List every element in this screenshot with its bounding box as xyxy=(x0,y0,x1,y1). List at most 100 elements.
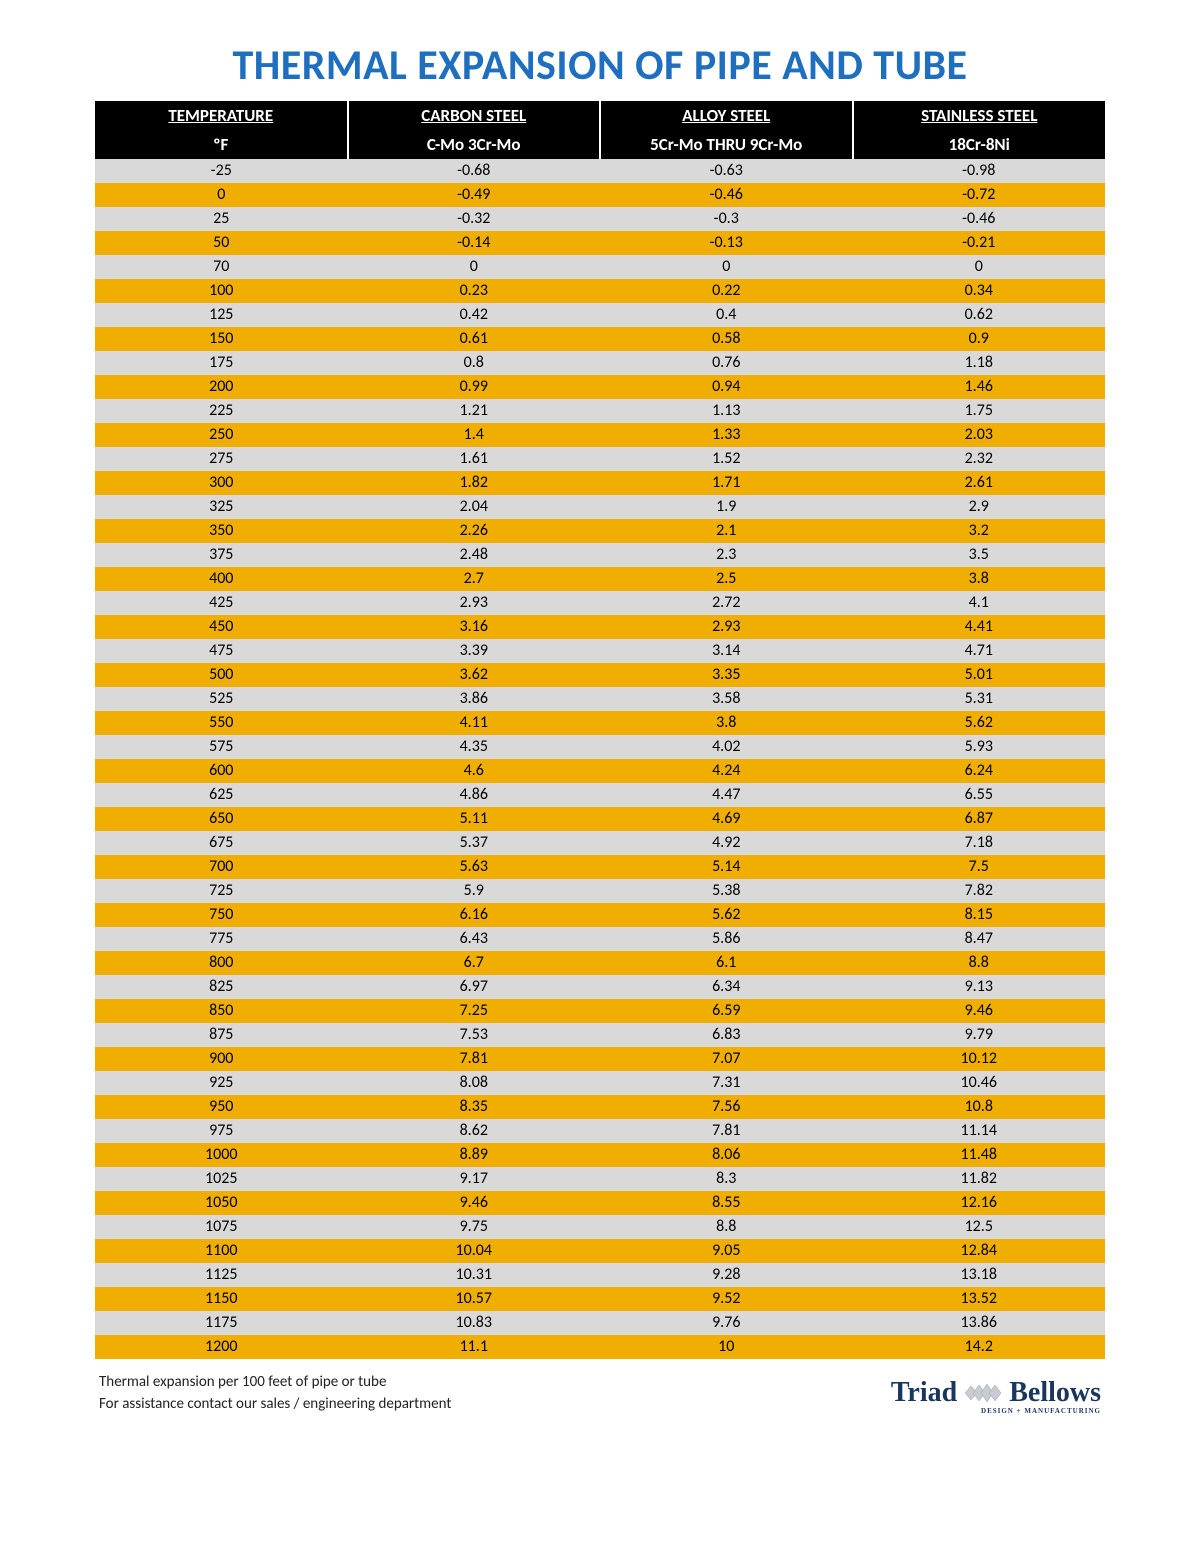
table-cell: 9.52 xyxy=(600,1287,853,1311)
table-cell: 5.38 xyxy=(600,879,853,903)
table-cell: 1.61 xyxy=(348,447,601,471)
table-cell: 1125 xyxy=(95,1263,348,1287)
table-cell: -25 xyxy=(95,159,348,183)
table-row: 2251.211.131.75 xyxy=(95,399,1105,423)
table-cell: 6.43 xyxy=(348,927,601,951)
table-row: 25-0.32-0.3-0.46 xyxy=(95,207,1105,231)
table-cell: 10.8 xyxy=(853,1095,1106,1119)
expansion-table: TEMPERATURE CARBON STEEL ALLOY STEEL STA… xyxy=(95,101,1105,1359)
table-cell: 6.97 xyxy=(348,975,601,999)
table-row: 10008.898.0611.48 xyxy=(95,1143,1105,1167)
table-cell: 5.37 xyxy=(348,831,601,855)
table-cell: 10.04 xyxy=(348,1239,601,1263)
footer-line-2: For assistance contact our sales / engin… xyxy=(99,1395,451,1413)
table-cell: 7.07 xyxy=(600,1047,853,1071)
table-cell: 4.35 xyxy=(348,735,601,759)
table-cell: 1.21 xyxy=(348,399,601,423)
table-cell: 1.71 xyxy=(600,471,853,495)
table-cell: 3.16 xyxy=(348,615,601,639)
table-cell: 0.8 xyxy=(348,351,601,375)
table-cell: 3.8 xyxy=(600,711,853,735)
table-cell: 575 xyxy=(95,735,348,759)
table-cell: 900 xyxy=(95,1047,348,1071)
table-row: 7005.635.147.5 xyxy=(95,855,1105,879)
table-cell: 2.72 xyxy=(600,591,853,615)
table-cell: 5.14 xyxy=(600,855,853,879)
col-header-stainless-steel: STAINLESS STEEL xyxy=(853,101,1106,130)
table-row: -25-0.68-0.63-0.98 xyxy=(95,159,1105,183)
col-sub-5cr: 5Cr-Mo THRU 9Cr-Mo xyxy=(600,130,853,159)
table-cell: 5.62 xyxy=(600,903,853,927)
table-cell: 12.16 xyxy=(853,1191,1106,1215)
table-cell: 8.3 xyxy=(600,1167,853,1191)
table-cell: 1200 xyxy=(95,1335,348,1359)
table-cell: 6.83 xyxy=(600,1023,853,1047)
table-cell: 5.31 xyxy=(853,687,1106,711)
table-cell: -0.68 xyxy=(348,159,601,183)
table-cell: 1.13 xyxy=(600,399,853,423)
table-cell: 325 xyxy=(95,495,348,519)
table-cell: 11.48 xyxy=(853,1143,1106,1167)
table-cell: 3.58 xyxy=(600,687,853,711)
table-row: 4002.72.53.8 xyxy=(95,567,1105,591)
table-cell: 2.03 xyxy=(853,423,1106,447)
table-cell: 2.04 xyxy=(348,495,601,519)
table-cell: 6.34 xyxy=(600,975,853,999)
table-cell: 2.93 xyxy=(600,615,853,639)
table-cell: 14.2 xyxy=(853,1335,1106,1359)
table-cell: 50 xyxy=(95,231,348,255)
table-row: 6254.864.476.55 xyxy=(95,783,1105,807)
table-cell: 950 xyxy=(95,1095,348,1119)
table-row: 112510.319.2813.18 xyxy=(95,1263,1105,1287)
table-cell: 175 xyxy=(95,351,348,375)
table-cell: 0 xyxy=(600,255,853,279)
table-cell: 10.12 xyxy=(853,1047,1106,1071)
table-cell: 5.01 xyxy=(853,663,1106,687)
table-header-row-1: TEMPERATURE CARBON STEEL ALLOY STEEL STA… xyxy=(95,101,1105,130)
table-cell: 13.52 xyxy=(853,1287,1106,1311)
table-cell: 70 xyxy=(95,255,348,279)
logo-bellows-word: Bellows xyxy=(1009,1377,1101,1408)
table-row: 50-0.14-0.13-0.21 xyxy=(95,231,1105,255)
table-row: 8507.256.599.46 xyxy=(95,999,1105,1023)
table-cell: -0.46 xyxy=(853,207,1106,231)
table-row: 4252.932.724.1 xyxy=(95,591,1105,615)
table-cell: 2.3 xyxy=(600,543,853,567)
table-row: 9758.627.8111.14 xyxy=(95,1119,1105,1143)
table-cell: 7.82 xyxy=(853,879,1106,903)
table-cell: 8.62 xyxy=(348,1119,601,1143)
table-cell: 0.76 xyxy=(600,351,853,375)
table-cell: 4.6 xyxy=(348,759,601,783)
table-cell: 4.47 xyxy=(600,783,853,807)
table-cell: 7.81 xyxy=(348,1047,601,1071)
table-cell: -0.21 xyxy=(853,231,1106,255)
table-cell: 1100 xyxy=(95,1239,348,1263)
table-cell: -0.3 xyxy=(600,207,853,231)
table-cell: 9.28 xyxy=(600,1263,853,1287)
table-cell: 875 xyxy=(95,1023,348,1047)
table-cell: 9.46 xyxy=(853,999,1106,1023)
table-cell: 300 xyxy=(95,471,348,495)
table-cell: 9.05 xyxy=(600,1239,853,1263)
table-cell: -0.13 xyxy=(600,231,853,255)
table-cell: 8.47 xyxy=(853,927,1106,951)
table-cell: 12.5 xyxy=(853,1215,1106,1239)
table-cell: 7.18 xyxy=(853,831,1106,855)
col-header-temperature: TEMPERATURE xyxy=(95,101,348,130)
table-cell: 7.25 xyxy=(348,999,601,1023)
table-row: 5504.113.85.62 xyxy=(95,711,1105,735)
table-cell: 650 xyxy=(95,807,348,831)
table-row: 6505.114.696.87 xyxy=(95,807,1105,831)
table-cell: 6.16 xyxy=(348,903,601,927)
table-cell: 1.9 xyxy=(600,495,853,519)
table-cell: 13.86 xyxy=(853,1311,1106,1335)
table-row: 5003.623.355.01 xyxy=(95,663,1105,687)
table-cell: 9.13 xyxy=(853,975,1106,999)
table-row: 8256.976.349.13 xyxy=(95,975,1105,999)
col-sub-cmo: C-Mo 3Cr-Mo xyxy=(348,130,601,159)
table-cell: 425 xyxy=(95,591,348,615)
table-cell: 1.46 xyxy=(853,375,1106,399)
page-title: THERMAL EXPANSION OF PIPE AND TUBE xyxy=(95,40,1105,91)
table-cell: 2.5 xyxy=(600,567,853,591)
table-cell: 4.69 xyxy=(600,807,853,831)
